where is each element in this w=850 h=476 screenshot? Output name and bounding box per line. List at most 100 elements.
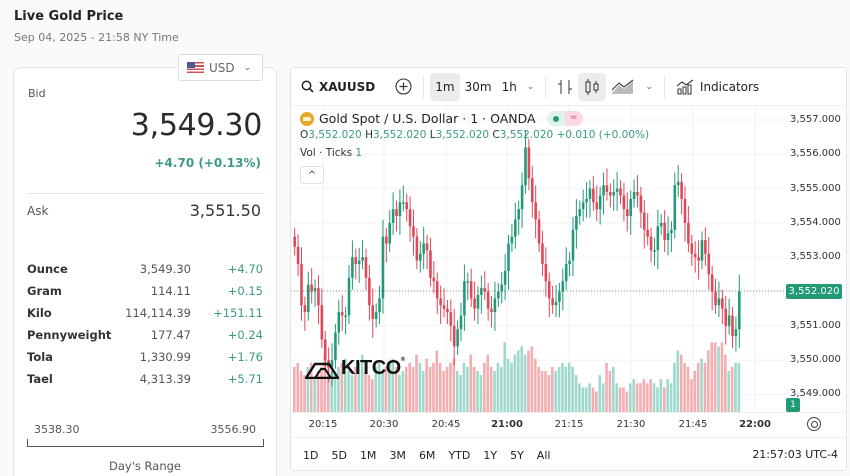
unit-row-kilo: Kilo 114,114.39 +151.11: [27, 302, 263, 324]
unit-change: +0.24: [227, 328, 263, 342]
range-low: 3538.30: [34, 423, 80, 436]
unit-price: 1,330.99: [139, 350, 191, 364]
range-1m[interactable]: 1M: [359, 448, 377, 462]
style-dropdown[interactable]: ⌄: [645, 81, 653, 92]
unit-name: Gram: [27, 284, 62, 298]
unit-row-pennyweight: Pennyweight 177.47 +0.24: [27, 324, 263, 346]
series-name: Gold Spot / U.S. Dollar · 1 · OANDA: [319, 111, 536, 126]
range-5y[interactable]: 5Y: [510, 448, 524, 462]
x-tick: 21:15: [554, 419, 584, 430]
range-5d[interactable]: 5D: [331, 448, 347, 462]
unit-price: 177.47: [150, 328, 191, 342]
chart-widget: XAUUSD 1m 30m 1h ⌄ ⌄ Indicators Gold Spo…: [290, 67, 847, 471]
range-3m[interactable]: 3M: [389, 448, 406, 462]
plus-circle-icon: [395, 78, 412, 95]
unit-change: +4.70: [227, 262, 263, 276]
y-tick: 3,550.000: [790, 354, 841, 366]
ohlc-values: O3,552.020 H3,552.020 L3,552.020 C3,552.…: [300, 129, 650, 141]
unit-change: +5.71: [227, 372, 263, 386]
unit-name: Ounce: [27, 262, 68, 276]
unit-change: +151.11: [213, 306, 263, 320]
market-open-icon: [546, 111, 565, 126]
ask-label: Ask: [27, 204, 49, 218]
range-1d[interactable]: 1D: [303, 448, 319, 462]
unit-name: Tael: [27, 372, 53, 386]
range-ytd[interactable]: YTD: [448, 448, 471, 462]
bid-label: Bid: [28, 87, 46, 100]
indicators-button[interactable]: Indicators: [671, 73, 764, 101]
price-axis[interactable]: 3,557.000 3,556.000 3,555.000 3,554.000 3,55…: [785, 106, 846, 412]
area-chart-icon: [611, 79, 634, 94]
bid-change: +4.70 (+0.13%): [154, 156, 262, 170]
x-tick: 21:45: [678, 419, 708, 430]
interval-1h[interactable]: 1h: [501, 79, 517, 94]
unit-change: +0.15: [227, 284, 263, 298]
compare-button[interactable]: [390, 73, 417, 101]
ask-value: 3,551.50: [189, 201, 261, 220]
unit-name: Tola: [27, 350, 53, 364]
unit-price: 4,313.39: [139, 372, 191, 386]
range-6m[interactable]: 6M: [418, 448, 436, 462]
unit-row-gram: Gram 114.11 +0.15: [27, 280, 263, 302]
unit-price: 114,114.39: [125, 306, 191, 320]
chevron-down-icon: ⌄: [243, 62, 252, 73]
separator: [423, 75, 425, 98]
range-label: Day's Range: [109, 459, 181, 473]
candles-icon: [585, 78, 599, 95]
kitco-bars-icon: [305, 362, 339, 379]
y-tick: 3,556.000: [790, 148, 841, 160]
y-tick: 3,551.000: [790, 319, 841, 331]
gold-icon: [300, 111, 314, 126]
timestamp: Sep 04, 2025 - 21:58 NY Time: [14, 31, 179, 44]
divider: [27, 193, 265, 194]
unit-price: 114.11: [150, 284, 191, 298]
range-high: 3556.90: [210, 423, 257, 436]
symbol-label: XAUUSD: [319, 79, 376, 94]
y-tick: 3,554.000: [790, 216, 841, 228]
last-volume-label: 1: [786, 398, 800, 412]
y-tick: 3,557.000: [790, 114, 841, 125]
range-1y[interactable]: 1Y: [483, 448, 498, 462]
price-card: [13, 67, 277, 476]
x-tick: 20:45: [431, 419, 461, 430]
range-bar: [27, 439, 264, 447]
settings-gear-icon[interactable]: [807, 417, 821, 431]
separator: [545, 75, 547, 98]
candlestick-plot[interactable]: [291, 106, 785, 412]
y-tick: 3,553.000: [790, 251, 841, 263]
status-pill[interactable]: ≈: [546, 111, 583, 126]
bid-value: 3,549.30: [130, 108, 263, 143]
unit-row-ounce: Ounce 3,549.30 +4.70: [27, 258, 263, 280]
unit-table: Ounce 3,549.30 +4.70 Gram 114.11 +0.15 Kilo 114…: [27, 258, 263, 390]
series-legend: Gold Spot / U.S. Dollar · 1 · OANDA ≈: [300, 111, 583, 126]
unit-name: Kilo: [27, 306, 52, 320]
unit-row-tola: Tola 1,330.99 +1.76: [27, 346, 263, 368]
currency-select[interactable]: USD ⌄: [178, 54, 263, 81]
time-axis[interactable]: 20:15 20:30 20:45 21:00 21:15 21:30 21:45 22:00: [291, 412, 846, 436]
area-style-button[interactable]: [606, 73, 640, 101]
bar-style-button[interactable]: [552, 73, 578, 101]
unit-name: Pennyweight: [27, 328, 112, 342]
search-icon: [301, 80, 314, 93]
x-tick: 20:30: [369, 419, 399, 430]
y-tick: 3,549.000: [790, 388, 841, 400]
indicators-label: Indicators: [699, 79, 760, 94]
separator: [663, 75, 665, 98]
collapse-legend-button[interactable]: ^: [300, 166, 324, 184]
unit-price: 3,549.30: [139, 262, 191, 276]
x-tick: 21:30: [616, 419, 646, 430]
range-all[interactable]: All: [536, 448, 551, 462]
interval-1m[interactable]: 1m: [430, 72, 460, 101]
delayed-icon: ≈: [564, 111, 583, 126]
currency-label: USD: [209, 60, 235, 75]
symbol-search[interactable]: XAUUSD: [291, 73, 380, 101]
x-tick: 22:00: [739, 419, 771, 430]
us-flag-icon: [187, 62, 204, 73]
indicators-icon: [676, 79, 694, 94]
bars-icon: [558, 79, 573, 94]
interval-dropdown[interactable]: ⌄: [526, 81, 535, 92]
candles-button[interactable]: [578, 72, 607, 101]
unit-change: +1.76: [227, 350, 263, 364]
unit-row-tael: Tael 4,313.39 +5.71: [27, 368, 263, 390]
interval-30m[interactable]: 30m: [464, 79, 492, 94]
